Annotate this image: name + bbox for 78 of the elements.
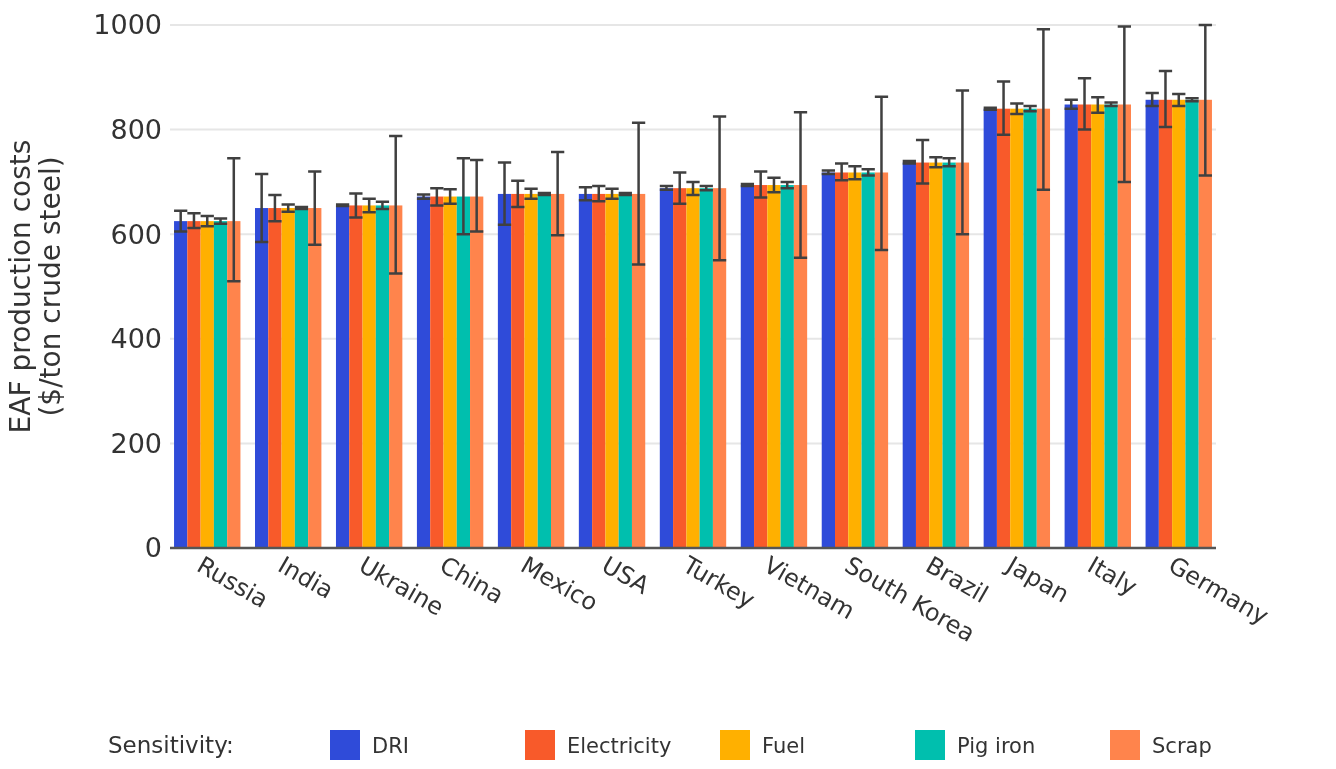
bar — [983, 108, 997, 548]
bar — [1172, 99, 1186, 548]
bar — [281, 208, 295, 548]
bar — [740, 185, 755, 548]
bar — [524, 193, 538, 548]
bar — [605, 193, 619, 548]
legend-label: DRI — [372, 734, 409, 759]
bar — [754, 185, 768, 548]
bar — [780, 185, 794, 548]
bar — [1091, 104, 1105, 548]
bar — [375, 205, 390, 548]
bar — [631, 193, 646, 548]
legend-label: Fuel — [762, 734, 805, 759]
bar — [335, 205, 350, 548]
bar — [389, 205, 403, 548]
bar — [1158, 99, 1173, 548]
bar — [349, 205, 363, 548]
bar — [1023, 108, 1037, 548]
bar — [902, 162, 916, 548]
bar — [294, 208, 309, 548]
bar — [592, 193, 606, 548]
bar — [1145, 99, 1159, 548]
bar — [255, 208, 269, 548]
bar — [537, 193, 551, 548]
y-tick-label: 200 — [110, 427, 162, 459]
bar — [551, 193, 565, 548]
bar — [686, 188, 700, 548]
y-tick-label: 800 — [110, 114, 162, 146]
bar — [1036, 108, 1051, 548]
bar — [1077, 104, 1092, 548]
bar — [712, 188, 727, 548]
bar — [1010, 108, 1024, 548]
y-axis-title: EAF production costs ($/ton crude steel) — [3, 139, 68, 434]
bar — [848, 172, 862, 548]
bar — [362, 205, 376, 548]
bar — [470, 196, 484, 548]
bar — [821, 172, 835, 548]
bar — [1198, 99, 1212, 548]
y-tick-label: 0 — [144, 532, 162, 564]
legend-title: Sensitivity: — [108, 732, 234, 759]
bar — [430, 196, 444, 548]
bar — [618, 193, 632, 548]
bar — [659, 188, 674, 548]
bar — [511, 193, 525, 548]
legend-label: Scrap — [1152, 734, 1212, 759]
bar — [835, 172, 849, 548]
x-tick-label: USA — [597, 550, 655, 601]
x-tick-label: Italy — [1082, 550, 1142, 602]
bar — [497, 193, 512, 548]
bar — [578, 193, 593, 548]
bar — [767, 185, 781, 548]
bar — [793, 185, 808, 548]
bar — [187, 221, 201, 548]
bar — [308, 208, 322, 548]
bar — [942, 162, 956, 548]
y-tick-label: 400 — [110, 323, 162, 355]
bar — [443, 196, 457, 548]
bar — [174, 221, 188, 548]
bar — [915, 162, 930, 548]
bar — [673, 188, 687, 548]
bar — [1117, 104, 1131, 548]
bar — [1104, 104, 1118, 548]
bar — [996, 108, 1011, 548]
bar — [227, 221, 241, 548]
legend-label: Electricity — [567, 734, 672, 759]
bar — [268, 208, 282, 548]
bar — [456, 196, 471, 548]
bar — [200, 221, 214, 548]
legend-label: Pig iron — [957, 734, 1036, 759]
bar — [1064, 104, 1078, 548]
bar — [955, 162, 970, 548]
y-tick-label: 600 — [110, 218, 162, 250]
y-tick-label: 1000 — [93, 9, 162, 41]
bar — [861, 172, 875, 548]
bar — [874, 172, 889, 548]
bar — [699, 188, 713, 548]
bar — [213, 221, 228, 548]
bar — [929, 162, 943, 548]
